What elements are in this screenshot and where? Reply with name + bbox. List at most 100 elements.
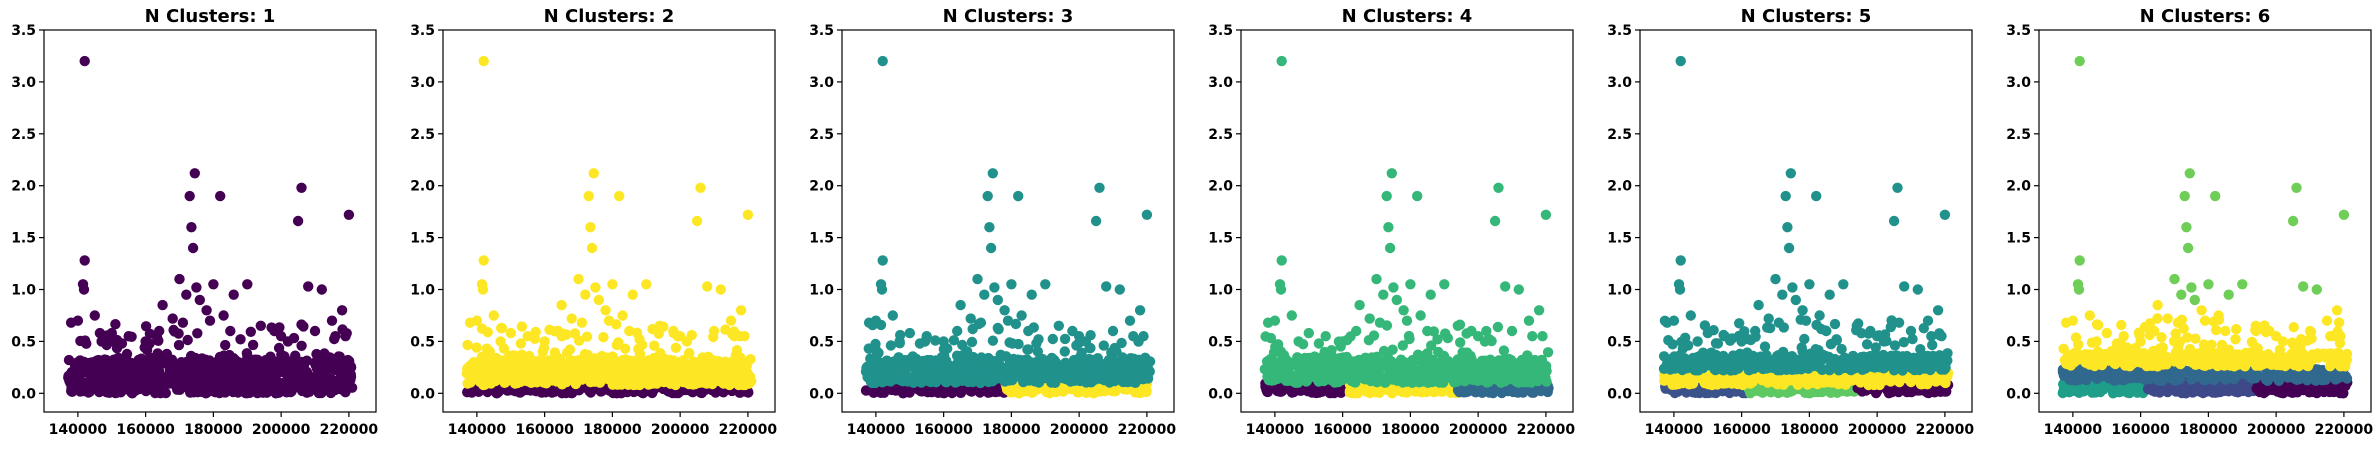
data-point — [978, 363, 990, 375]
data-point — [115, 383, 126, 394]
x-tick-label: 180000 — [583, 422, 642, 438]
data-point — [965, 313, 976, 324]
data-point — [1493, 182, 1504, 193]
data-point — [342, 354, 354, 366]
data-point — [487, 376, 498, 387]
data-point — [206, 372, 217, 384]
data-point — [531, 386, 542, 397]
data-point — [865, 353, 876, 364]
data-point — [173, 339, 185, 351]
data-point — [1440, 328, 1451, 339]
data-point — [670, 387, 681, 398]
data-point — [282, 336, 294, 347]
data-point — [1026, 289, 1037, 300]
data-point — [513, 367, 524, 378]
data-point — [194, 294, 205, 306]
data-point — [1386, 168, 1398, 179]
data-point — [1404, 385, 1415, 396]
data-point — [79, 255, 90, 266]
data-point — [948, 335, 960, 346]
data-point — [1761, 363, 1772, 374]
data-point — [1907, 333, 1918, 345]
data-point — [914, 338, 926, 349]
data-point — [1044, 388, 1056, 399]
data-point — [1889, 340, 1901, 351]
y-tick-label: 0.5 — [11, 334, 36, 350]
data-point — [614, 190, 625, 202]
x-tick-label: 220000 — [1118, 422, 1177, 438]
data-point — [1021, 354, 1033, 365]
data-point — [1838, 279, 1849, 290]
data-point — [664, 354, 675, 366]
chart-panel-6: N Clusters: 60.00.51.01.52.02.53.03.5140… — [2006, 6, 2373, 438]
data-point — [1270, 341, 1281, 353]
y-tick-label: 2.5 — [809, 127, 834, 143]
data-point — [979, 354, 991, 366]
x-tick-label: 180000 — [982, 422, 1041, 438]
data-point — [702, 281, 713, 292]
data-point — [153, 335, 164, 346]
data-point — [1830, 360, 1841, 372]
data-point — [617, 310, 628, 321]
data-point — [975, 317, 987, 328]
data-point — [330, 331, 341, 342]
chart-panel-5: N Clusters: 50.00.51.01.52.02.53.03.5140… — [1607, 6, 1974, 438]
x-tick-label: 180000 — [1381, 422, 1440, 438]
data-point — [298, 321, 309, 332]
data-point — [598, 332, 609, 343]
x-tick-label: 220000 — [719, 422, 778, 438]
data-point — [1501, 363, 1512, 374]
data-point — [1886, 315, 1897, 326]
data-point — [1777, 289, 1788, 300]
data-point — [1452, 364, 1463, 376]
data-point — [938, 387, 949, 399]
data-point — [331, 354, 342, 366]
data-point — [1354, 299, 1365, 311]
data-point — [2117, 382, 2129, 393]
y-tick-label: 1.5 — [410, 231, 435, 247]
data-point — [303, 281, 314, 292]
plot-frame — [442, 29, 776, 413]
data-point — [1113, 373, 1124, 384]
data-point — [1278, 350, 1290, 361]
data-point — [1374, 317, 1386, 328]
y-tick-label: 0.5 — [1208, 334, 1233, 350]
data-point — [1033, 334, 1044, 345]
data-point — [611, 339, 623, 351]
y-tick-label: 2.0 — [1607, 179, 1632, 195]
data-point — [1106, 347, 1117, 358]
data-point — [1856, 351, 1867, 363]
y-tick-label: 0.0 — [1607, 386, 1632, 402]
data-point — [311, 348, 322, 360]
data-point — [1418, 361, 1430, 372]
data-point — [569, 328, 581, 339]
data-point — [252, 384, 264, 395]
data-point — [586, 242, 598, 254]
plot-frame — [43, 29, 377, 413]
data-point — [721, 374, 733, 385]
data-point — [1500, 281, 1511, 292]
data-point — [1408, 364, 1420, 375]
data-point — [999, 305, 1010, 316]
data-point — [1293, 336, 1304, 347]
data-point — [1709, 358, 1720, 370]
data-point — [1878, 349, 1889, 361]
data-point — [573, 273, 584, 285]
data-point — [952, 325, 963, 337]
data-point — [247, 339, 259, 351]
data-point — [1890, 350, 1901, 362]
x-tick-label: 200000 — [1050, 422, 1109, 438]
x-tick-label: 140000 — [49, 422, 108, 438]
data-point — [1449, 377, 1460, 388]
y-tick-label: 3.0 — [809, 75, 834, 91]
data-point — [1814, 310, 1825, 321]
data-point — [982, 190, 993, 202]
x-tick-label: 140000 — [1246, 422, 1305, 438]
data-point — [1107, 325, 1119, 337]
data-point — [1403, 330, 1415, 342]
data-point — [1437, 375, 1449, 386]
data-point — [891, 367, 903, 378]
data-point — [1459, 373, 1470, 384]
x-tick-label: 200000 — [651, 422, 710, 438]
data-point — [1905, 325, 1917, 337]
